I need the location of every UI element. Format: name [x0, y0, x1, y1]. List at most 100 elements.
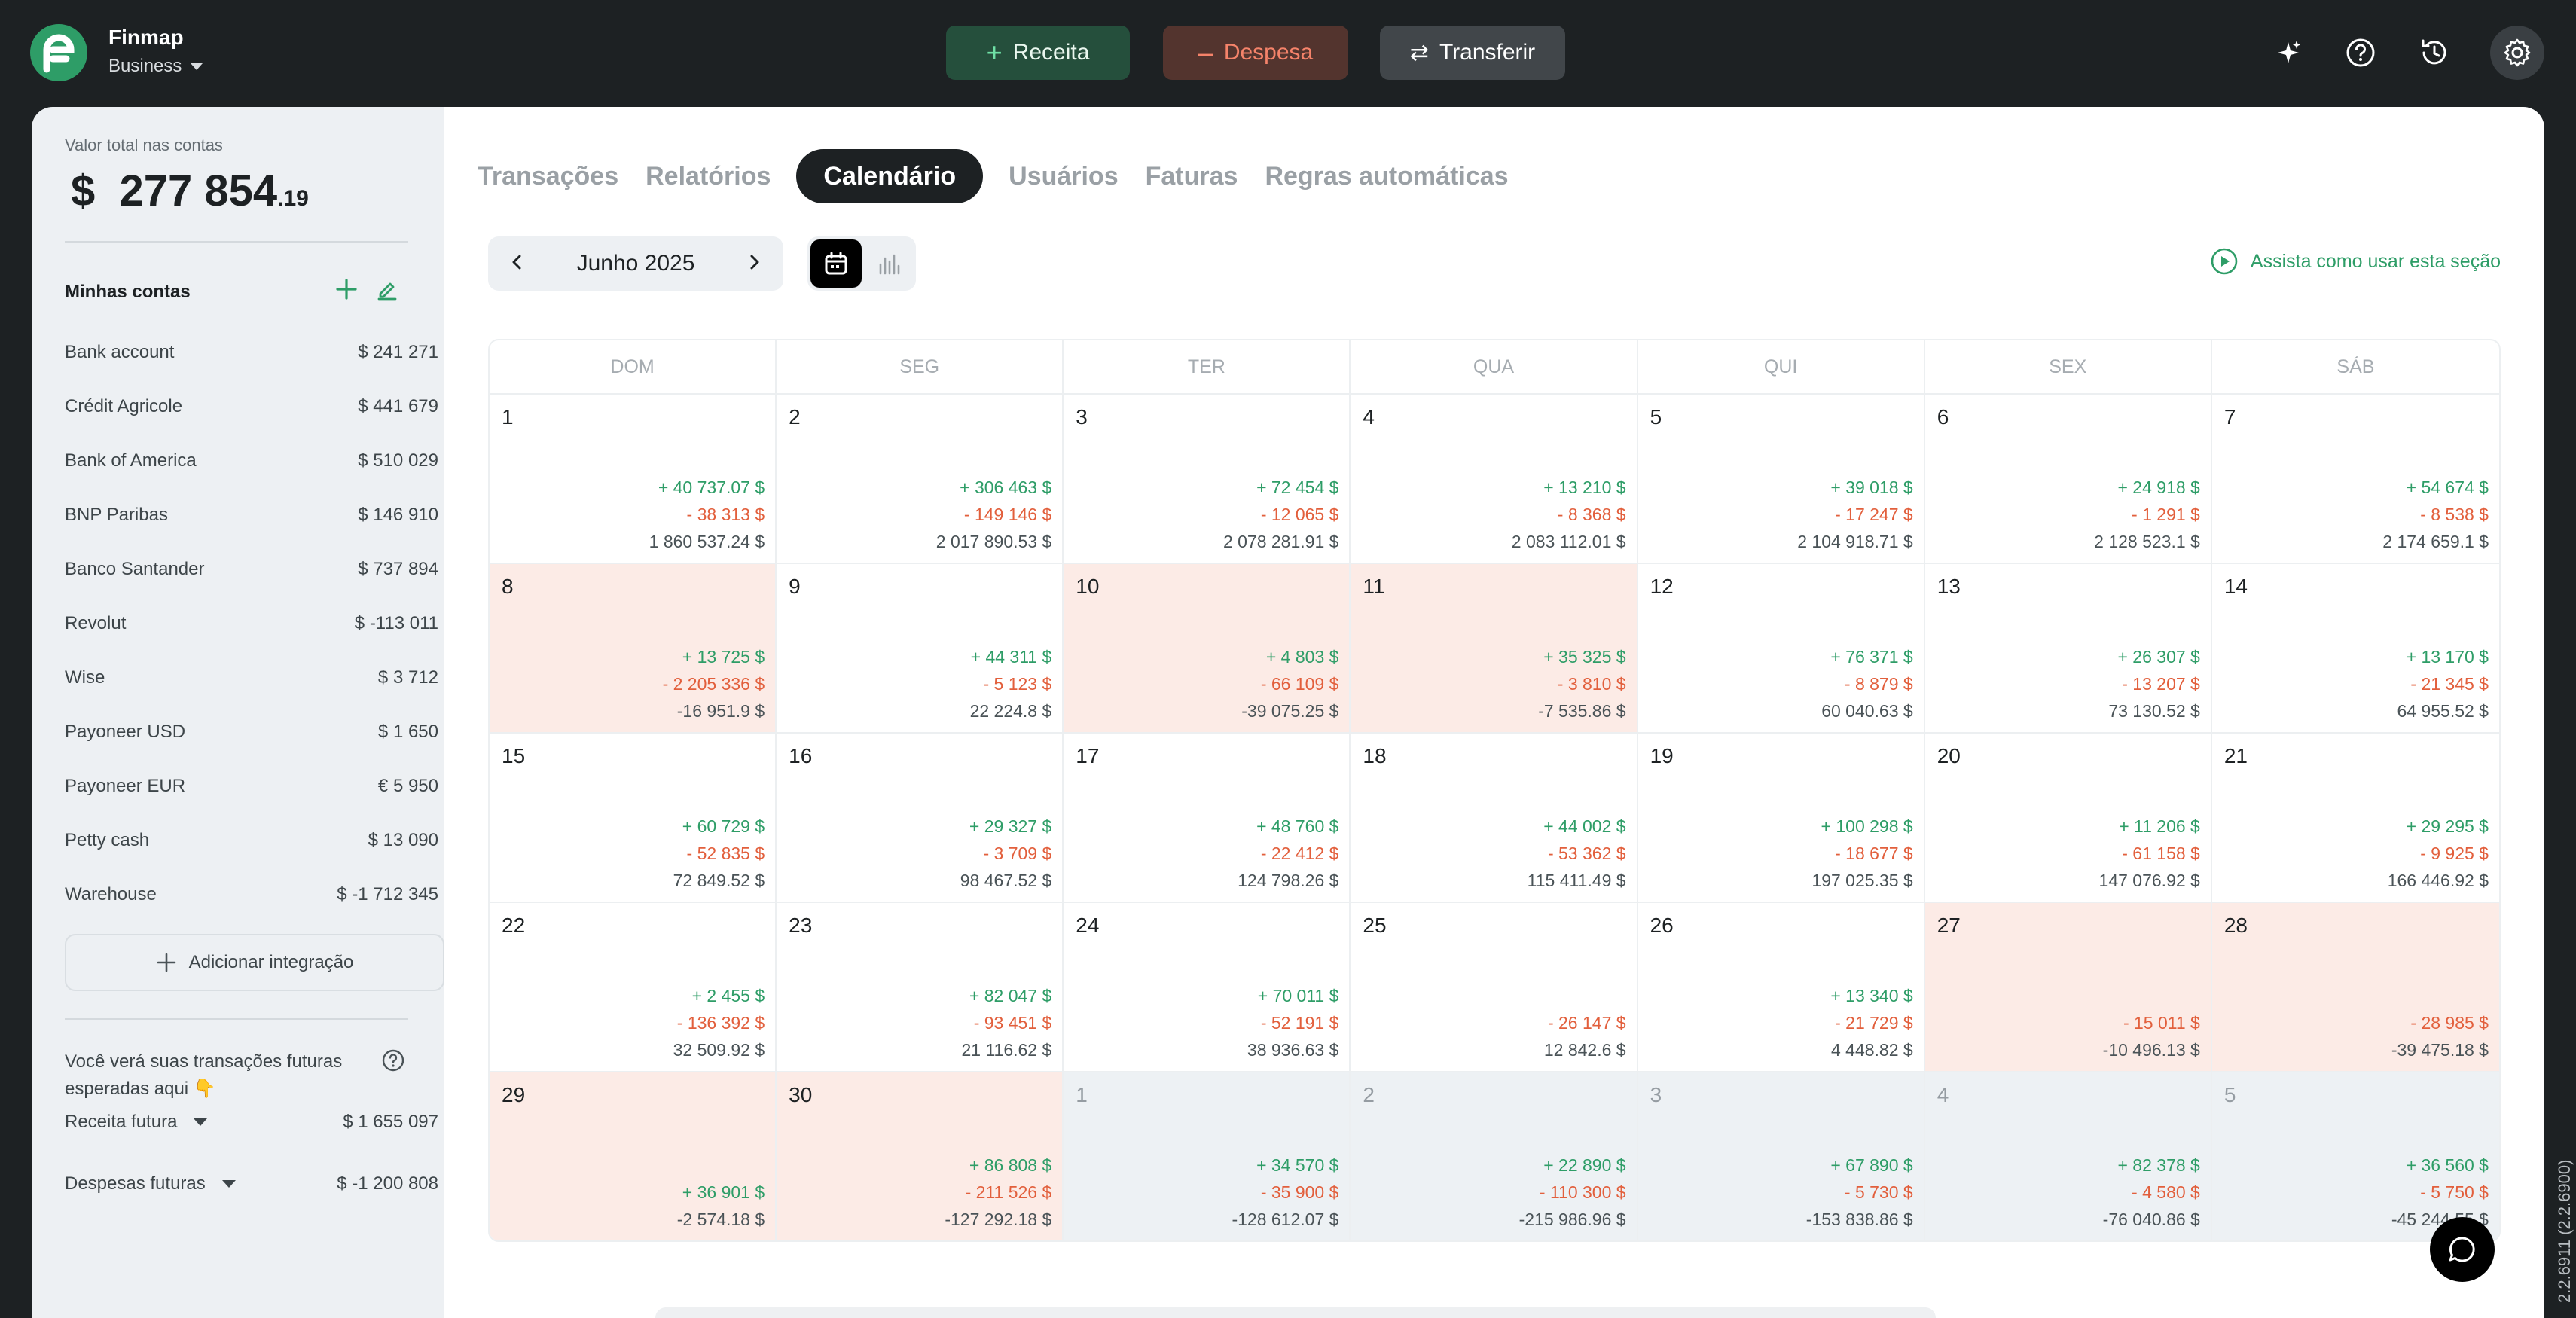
ai-sparkle-icon[interactable]: [2266, 30, 2311, 75]
chat-support-button[interactable]: [2430, 1217, 2495, 1282]
calendar-view-icon[interactable]: [810, 239, 862, 288]
calendar-day-cell[interactable]: 8 + 13 725 $ - 2 205 336 $ -16 951.9 $: [490, 563, 777, 732]
chevron-left-icon[interactable]: [508, 252, 527, 276]
calendar-day-cell[interactable]: 10 + 4 803 $ - 66 109 $ -39 075.25 $: [1064, 563, 1351, 732]
add-income-button[interactable]: + Receita: [946, 26, 1130, 80]
day-income: + 13 340 $: [1830, 986, 1913, 1005]
calendar-day-cell[interactable]: 3 + 72 454 $ - 12 065 $ 2 078 281.91 $: [1064, 393, 1351, 563]
account-row[interactable]: Payoneer USD $ 1 650: [65, 705, 438, 759]
add-expense-button[interactable]: – Despesa: [1163, 26, 1348, 80]
calendar-day-cell[interactable]: 15 + 60 729 $ - 52 835 $ 72 849.52 $: [490, 732, 777, 902]
calendar-day-cell[interactable]: 24 + 70 011 $ - 52 191 $ 38 936.63 $: [1064, 902, 1351, 1071]
calendar-day-cell[interactable]: 20 + 11 206 $ - 61 158 $ 147 076.92 $: [1924, 732, 2212, 902]
day-income: + 35 325 $: [1543, 647, 1626, 667]
day-number: 22: [502, 914, 526, 937]
calendar-day-cell[interactable]: 2 + 22 890 $ - 110 300 $ -215 986.96 $: [1351, 1071, 1638, 1240]
day-income: + 2 455 $: [691, 986, 765, 1005]
edit-accounts-icon[interactable]: [372, 274, 402, 304]
calendar-day-cell[interactable]: 23 + 82 047 $ - 93 451 $ 21 116.62 $: [777, 902, 1064, 1071]
day-number: 5: [1650, 405, 1662, 429]
day-expense: - 5 123 $: [983, 674, 1052, 694]
day-number: 26: [1650, 914, 1674, 937]
account-name: BNP Paribas: [65, 505, 168, 525]
add-account-icon[interactable]: [331, 274, 362, 304]
account-row[interactable]: Bank account $ 241 271: [65, 325, 438, 380]
calendar-day-cell[interactable]: 12 + 76 371 $ - 8 879 $ 60 040.63 $: [1637, 563, 1925, 732]
account-balance: $ 241 271: [358, 342, 438, 362]
calendar-day-cell[interactable]: 9 + 44 311 $ - 5 123 $ 22 224.8 $: [777, 563, 1064, 732]
account-row[interactable]: Wise $ 3 712: [65, 651, 438, 705]
account-row[interactable]: Bank of America $ 510 029: [65, 434, 438, 488]
plus-icon: +: [986, 37, 1003, 68]
settings-gear-icon[interactable]: [2490, 26, 2544, 80]
help-icon[interactable]: [381, 1048, 405, 1076]
account-row[interactable]: Petty cash $ 13 090: [65, 813, 438, 868]
account-row[interactable]: BNP Paribas $ 146 910: [65, 488, 438, 542]
calendar-day-cell[interactable]: 1 + 40 737.07 $ - 38 313 $ 1 860 537.24 $: [490, 393, 777, 563]
calendar-day-cell[interactable]: 25 - 26 147 $ 12 842.6 $: [1351, 902, 1638, 1071]
day-income: + 100 298 $: [1821, 816, 1913, 836]
day-income: + 54 674 $: [2406, 477, 2489, 497]
history-icon[interactable]: [2412, 30, 2457, 75]
tab-users[interactable]: Usuários: [1009, 161, 1119, 191]
calendar-day-cell[interactable]: 17 + 48 760 $ - 22 412 $ 124 798.26 $: [1064, 732, 1351, 902]
calendar-day-cell[interactable]: 22 + 2 455 $ - 136 392 $ 32 509.92 $: [490, 902, 777, 1071]
account-row[interactable]: Warehouse $ -1 712 345: [65, 868, 438, 922]
future-expense-row[interactable]: Despesas futuras $ -1 200 808: [65, 1169, 438, 1199]
finmap-logo-icon[interactable]: [30, 24, 87, 81]
calendar-day-cell[interactable]: 14 + 13 170 $ - 21 345 $ 64 955.52 $: [2211, 563, 2499, 732]
day-number: 4: [1937, 1083, 1949, 1106]
add-integration-button[interactable]: Adicionar integração: [65, 934, 444, 991]
day-expense: - 53 362 $: [1547, 844, 1626, 863]
account-balance: $ 441 679: [358, 396, 438, 416]
calendar-day-cell[interactable]: 7 + 54 674 $ - 8 538 $ 2 174 659.1 $: [2211, 393, 2499, 563]
calendar-day-cell[interactable]: 29 + 36 901 $ -2 574.18 $: [490, 1071, 777, 1240]
future-income-row[interactable]: Receita futura $ 1 655 097: [65, 1107, 438, 1137]
calendar-day-cell[interactable]: 27 - 15 011 $ -10 496.13 $: [1924, 902, 2212, 1071]
calendar-day-cell[interactable]: 4 + 13 210 $ - 8 368 $ 2 083 112.01 $: [1351, 393, 1638, 563]
transfer-button[interactable]: ⇄ Transferir: [1380, 26, 1565, 80]
calendar-day-cell[interactable]: 16 + 29 327 $ - 3 709 $ 98 467.52 $: [777, 732, 1064, 902]
day-income: + 86 808 $: [969, 1155, 1052, 1175]
calendar-day-cell[interactable]: 6 + 24 918 $ - 1 291 $ 2 128 523.1 $: [1924, 393, 2212, 563]
calendar-day-cell[interactable]: 19 + 100 298 $ - 18 677 $ 197 025.35 $: [1637, 732, 1925, 902]
calendar-day-cell[interactable]: 30 + 86 808 $ - 211 526 $ -127 292.18 $: [777, 1071, 1064, 1240]
watch-tutorial-link[interactable]: Assista como usar esta seção: [2210, 247, 2501, 276]
month-navigator: Junho 2025: [488, 236, 783, 291]
calendar-day-cell[interactable]: 13 + 26 307 $ - 13 207 $ 73 130.52 $: [1924, 563, 2212, 732]
account-row[interactable]: Payoneer EUR € 5 950: [65, 759, 438, 813]
workspace-switcher[interactable]: Finmap Business: [108, 26, 203, 77]
tab-reports[interactable]: Relatórios: [646, 161, 771, 191]
tab-auto-rules[interactable]: Regras automáticas: [1265, 161, 1509, 191]
current-month[interactable]: Junho 2025: [576, 251, 695, 276]
future-expense-label: Despesas futuras: [65, 1173, 206, 1194]
day-balance: 72 849.52 $: [673, 871, 765, 890]
day-income: + 29 295 $: [2406, 816, 2489, 836]
day-balance: -39 475.18 $: [2391, 1040, 2489, 1060]
calendar-day-cell[interactable]: 21 + 29 295 $ - 9 925 $ 166 446.92 $: [2211, 732, 2499, 902]
help-icon[interactable]: [2338, 30, 2383, 75]
account-row[interactable]: Crédit Agricole $ 441 679: [65, 380, 438, 434]
day-expense: - 21 729 $: [1835, 1013, 1913, 1033]
calendar-day-cell[interactable]: 5 + 36 560 $ - 5 750 $ -45 244.55 $: [2211, 1071, 2499, 1240]
calendar-day-cell[interactable]: 26 + 13 340 $ - 21 729 $ 4 448.82 $: [1637, 902, 1925, 1071]
day-income: + 44 002 $: [1543, 816, 1626, 836]
calendar-day-cell[interactable]: 11 + 35 325 $ - 3 810 $ -7 535.86 $: [1351, 563, 1638, 732]
bar-chart-view-icon[interactable]: [866, 239, 913, 288]
day-expense: - 110 300 $: [1539, 1182, 1626, 1202]
calendar-day-cell[interactable]: 3 + 67 890 $ - 5 730 $ -153 838.86 $: [1637, 1071, 1925, 1240]
day-balance: 2 128 523.1 $: [2094, 532, 2200, 551]
day-balance: 4 448.82 $: [1830, 1040, 1913, 1060]
calendar-day-cell[interactable]: 2 + 306 463 $ - 149 146 $ 2 017 890.53 $: [777, 393, 1064, 563]
chevron-right-icon[interactable]: [744, 252, 764, 276]
tab-calendar[interactable]: Calendário: [796, 149, 984, 203]
calendar-day-cell[interactable]: 1 + 34 570 $ - 35 900 $ -128 612.07 $: [1064, 1071, 1351, 1240]
calendar-day-cell[interactable]: 5 + 39 018 $ - 17 247 $ 2 104 918.71 $: [1637, 393, 1925, 563]
account-row[interactable]: Banco Santander $ 737 894: [65, 542, 438, 596]
calendar-day-cell[interactable]: 4 + 82 378 $ - 4 580 $ -76 040.86 $: [1924, 1071, 2212, 1240]
calendar-day-cell[interactable]: 18 + 44 002 $ - 53 362 $ 115 411.49 $: [1351, 732, 1638, 902]
calendar-day-cell[interactable]: 28 - 28 985 $ -39 475.18 $: [2211, 902, 2499, 1071]
tab-invoices[interactable]: Faturas: [1145, 161, 1238, 191]
account-row[interactable]: Revolut $ -113 011: [65, 596, 438, 651]
tab-transactions[interactable]: Transações: [478, 161, 619, 191]
